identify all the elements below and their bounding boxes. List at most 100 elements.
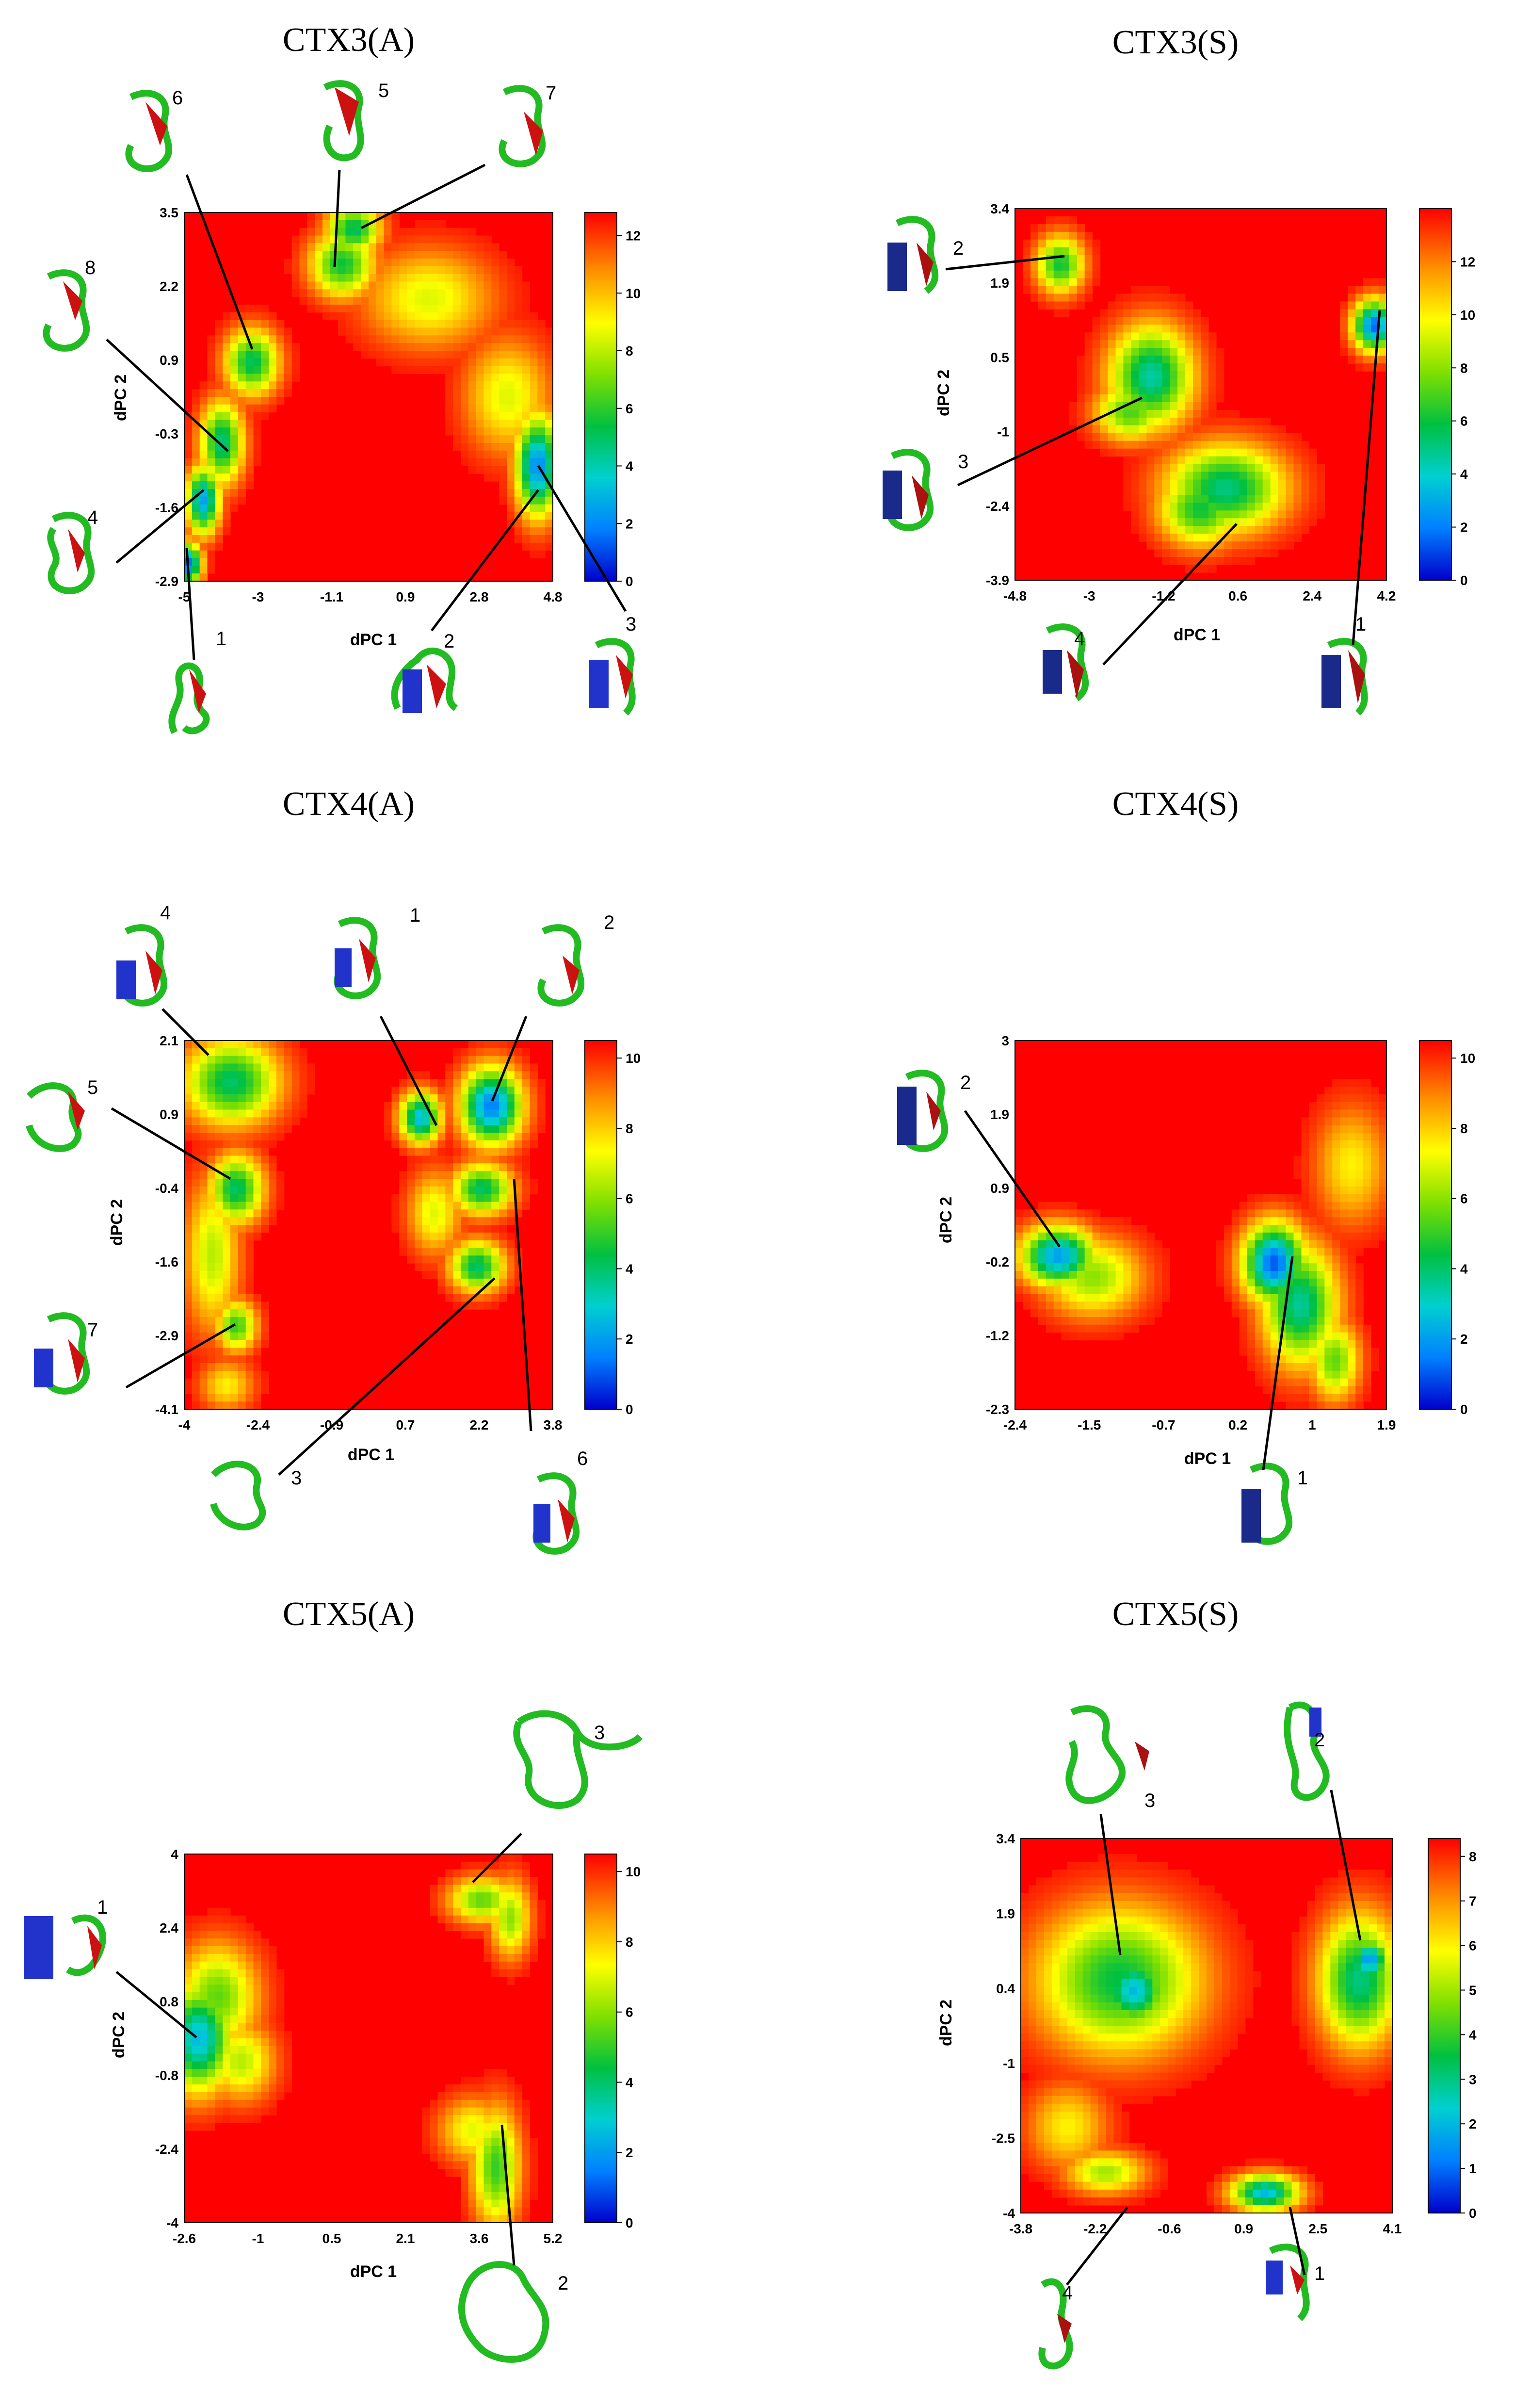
heatmap-cell <box>1193 417 1201 426</box>
heatmap-cell <box>199 1102 208 1110</box>
heatmap-cell <box>1084 332 1093 341</box>
heatmap-cell <box>192 443 200 451</box>
heatmap-cell <box>468 435 477 443</box>
heatmap-cell <box>430 1248 438 1256</box>
heatmap-cell <box>415 266 423 275</box>
heatmap-cell <box>1100 1255 1109 1264</box>
heatmap-cell <box>1030 1255 1039 1264</box>
heatmap-cell <box>1193 433 1201 441</box>
heatmap-cell <box>1363 278 1371 287</box>
heatmap-cell <box>215 473 223 482</box>
heatmap-cell <box>1046 293 1054 302</box>
heatmap-cell <box>468 1209 477 1218</box>
y-tick-label: 4 <box>171 1847 178 1862</box>
heatmap-cell <box>1069 216 1078 225</box>
heatmap-cell <box>1348 1179 1356 1187</box>
heatmap-cell <box>223 1332 231 1341</box>
heatmap-cell <box>384 1102 392 1110</box>
structure-label-2: 2 <box>960 1072 971 1093</box>
heatmap-cell <box>1201 325 1209 333</box>
heatmap-cell <box>1046 239 1054 248</box>
heatmap-cell <box>1332 1163 1340 1171</box>
heatmap-cell <box>192 1225 200 1233</box>
heatmap-cell <box>522 1923 531 1931</box>
heatmap-cell <box>261 1938 269 1947</box>
heatmap-cell <box>1084 1209 1093 1218</box>
heatmap-cell <box>1146 340 1155 348</box>
heatmap-cell <box>522 1892 531 1901</box>
heatmap-cell <box>422 1171 431 1179</box>
heatmap-cell <box>1340 1225 1348 1233</box>
heatmap-cell <box>1208 433 1217 441</box>
heatmap-cell <box>1053 262 1062 271</box>
heatmap-cell <box>253 1961 261 1970</box>
heatmap-cell <box>1100 356 1109 364</box>
heatmap-cell <box>276 1071 285 1079</box>
heatmap-cell <box>461 1907 469 1916</box>
heatmap-cell <box>1131 1317 1139 1325</box>
heatmap-cell <box>1193 549 1201 557</box>
heatmap-cell <box>1379 1225 1387 1233</box>
heatmap-cell <box>1053 1294 1062 1302</box>
heatmap-cell <box>1348 1079 1356 1087</box>
heatmap-cell <box>384 1109 392 1118</box>
heatmap-cell <box>476 1278 484 1287</box>
heatmap-cell <box>1053 1225 1062 1233</box>
heatmap-cell <box>1201 456 1209 465</box>
heatmap-cell <box>253 404 261 413</box>
heatmap-cell <box>199 2115 208 2123</box>
heatmap-cell <box>215 466 223 474</box>
heatmap-cell <box>307 228 315 236</box>
heatmap-cell <box>1185 379 1193 387</box>
heatmap-cell <box>1038 1209 1047 1218</box>
heatmap-cell <box>245 1063 254 1072</box>
heatmap-cell <box>230 2000 239 2008</box>
heatmap-cell <box>1301 1294 1310 1302</box>
heatmap-cell <box>238 435 246 443</box>
heatmap-cell <box>238 458 246 467</box>
heatmap-cell <box>199 1309 208 1318</box>
heatmap-cell <box>1317 464 1325 472</box>
heatmap-cell <box>1309 1370 1317 1379</box>
heatmap-cell <box>245 351 254 359</box>
heatmap-cell <box>1309 1217 1317 1225</box>
heatmap-cell <box>422 1163 431 1171</box>
heatmap-cell <box>1270 1355 1279 1364</box>
heatmap-cell <box>499 420 507 428</box>
plot-area <box>184 1040 553 1410</box>
heatmap-cell <box>437 335 446 343</box>
heatmap-cell <box>491 2123 499 2131</box>
heatmap-cell <box>1270 1248 1279 1256</box>
heatmap-cell <box>230 1309 239 1318</box>
heatmap-cell <box>299 1071 307 1079</box>
heatmap-cell <box>261 1194 269 1203</box>
heatmap-cell <box>1301 1255 1310 1264</box>
heatmap-cell <box>1038 1263 1047 1271</box>
heatmap-cell <box>223 1194 231 1203</box>
heatmap-cell <box>253 1109 261 1118</box>
heatmap-cell <box>253 2046 261 2054</box>
heatmap-cell <box>1038 224 1047 232</box>
heatmap-cell <box>522 1155 531 1164</box>
heatmap-cell <box>453 281 461 290</box>
heatmap-cell <box>1348 1117 1356 1125</box>
heatmap-cell <box>215 1217 223 1225</box>
heatmap-cell <box>514 2107 523 2115</box>
heatmap-cell <box>1077 1217 1085 1225</box>
panel-ctx4-s: CTX4(S) dPC 2 dPC 1 -2.4 -1.5 -0.7 0.2 1 1.9 … <box>897 785 1475 1545</box>
heatmap-cell <box>369 266 377 275</box>
heatmap-cell <box>1177 363 1186 372</box>
heatmap-cell <box>545 458 553 467</box>
heatmap-cell <box>1340 1401 1348 1410</box>
heatmap-cell <box>1278 1217 1287 1225</box>
heatmap-cell <box>1239 1240 1248 1249</box>
heatmap-cell <box>445 1248 453 1256</box>
heatmap-cell <box>1038 1248 1047 1256</box>
heatmap-cell <box>199 1171 208 1179</box>
heatmap-cell <box>253 381 261 390</box>
heatmap-cell <box>1092 379 1101 387</box>
heatmap-cell <box>1239 526 1248 534</box>
heatmap-cell <box>514 1125 523 1133</box>
heatmap-cell <box>507 327 515 336</box>
